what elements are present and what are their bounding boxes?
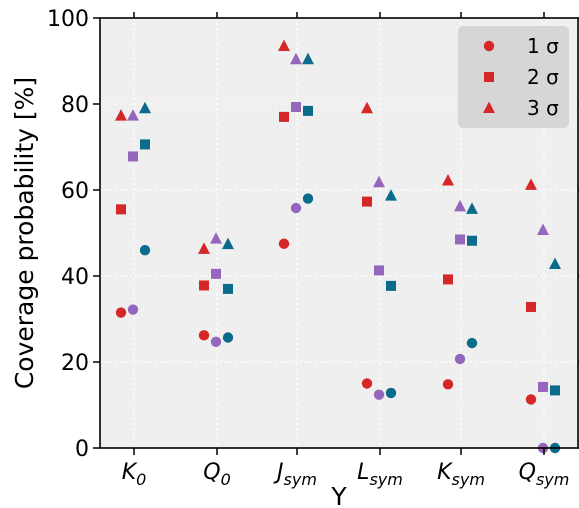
legend-label: 1 σ — [527, 34, 559, 58]
point-circle-series3-cat1 — [139, 245, 151, 256]
point-triangle-series1-cat5 — [442, 174, 454, 186]
point-triangle-series3-cat1 — [139, 101, 151, 114]
legend-marker-circle — [483, 40, 495, 52]
point-triangle-series3-cat2 — [222, 237, 234, 250]
y-tick-label: 20 — [61, 351, 89, 376]
legend: 1 σ 2 σ 3 σ — [458, 26, 569, 128]
point-square-series1-cat4 — [362, 196, 372, 207]
point-square-series1-cat5 — [443, 274, 453, 285]
point-triangle-series3-cat5 — [466, 202, 478, 214]
point-square-series2-cat3 — [291, 102, 301, 113]
point-triangle-series3-cat4 — [385, 189, 397, 201]
x-tick-label: Q0 — [203, 460, 231, 489]
point-triangle-series2-cat6 — [537, 223, 549, 235]
point-triangle-series1-cat2 — [198, 242, 210, 254]
legend-label: 2 σ — [527, 65, 559, 89]
point-square-series1-cat1 — [116, 204, 126, 215]
point-triangle-series1-cat1 — [115, 109, 127, 121]
point-circle-series1-cat2 — [198, 330, 210, 341]
y-tick-label: 80 — [61, 93, 89, 118]
point-triangle-series1-cat6 — [525, 178, 537, 190]
point-circle-series2-cat5 — [454, 353, 466, 365]
point-circle-series3-cat5 — [466, 337, 478, 349]
point-triangle-series3-cat3 — [302, 52, 314, 65]
x-tick-label: Ksym — [437, 460, 485, 489]
y-tick-label: 60 — [61, 179, 89, 204]
legend-box — [458, 26, 569, 128]
point-triangle-series1-cat3 — [278, 39, 290, 51]
x-tick-label: K0 — [122, 460, 147, 489]
point-circle-series1-cat1 — [115, 307, 127, 318]
legend-label: 3 σ — [527, 96, 559, 120]
x-tick-label: Qsym — [519, 460, 570, 489]
point-circle-series1-cat3 — [278, 238, 290, 249]
x-tick-label: Jsym — [273, 460, 317, 489]
point-circle-series1-cat5 — [442, 379, 454, 390]
point-square-series3-cat3 — [303, 105, 313, 116]
x-axis-title: Y — [330, 482, 347, 508]
point-square-series1-cat3 — [279, 111, 289, 122]
point-square-series3-cat4 — [386, 280, 396, 291]
point-square-series1-cat6 — [526, 301, 536, 312]
point-square-series3-cat1 — [140, 139, 150, 150]
point-circle-series1-cat6 — [525, 394, 537, 405]
point-square-series1-cat2 — [199, 280, 209, 291]
point-triangle-series2-cat1 — [127, 109, 139, 121]
point-triangle-series2-cat5 — [454, 199, 466, 212]
point-circle-series3-cat3 — [302, 193, 314, 204]
y-tick-label: 100 — [47, 7, 89, 32]
point-triangle-series1-cat4 — [361, 101, 373, 114]
point-triangle-series3-cat6 — [549, 257, 561, 269]
point-square-series3-cat5 — [467, 235, 477, 246]
y-tick-label: 0 — [75, 437, 89, 462]
point-square-series2-cat2 — [211, 268, 221, 279]
point-circle-series3-cat4 — [385, 387, 397, 399]
point-triangle-series2-cat3 — [290, 52, 302, 65]
point-square-series2-cat1 — [128, 151, 138, 162]
y-axis-title: Coverage probability [%] — [10, 77, 39, 389]
y-tick-label: 40 — [61, 265, 89, 290]
point-square-series2-cat4 — [374, 265, 384, 276]
point-circle-series1-cat4 — [361, 378, 373, 389]
point-circle-series2-cat1 — [127, 304, 139, 315]
point-circle-series3-cat2 — [222, 332, 234, 343]
axis-ticks: 0 20 40 60 80 100 K0 Q0 Jsym Lsym Ksym Qsym — [47, 7, 579, 489]
point-square-series2-cat6 — [538, 381, 548, 392]
point-square-series2-cat5 — [455, 234, 465, 245]
point-triangle-series2-cat4 — [373, 175, 385, 188]
point-circle-series2-cat3 — [290, 202, 302, 214]
x-tick-label: Lsym — [357, 460, 403, 489]
point-square-series3-cat2 — [223, 283, 233, 294]
legend-marker-triangle — [483, 101, 495, 113]
point-triangle-series2-cat2 — [210, 232, 222, 244]
point-square-series3-cat6 — [550, 385, 560, 396]
data-points — [115, 39, 561, 454]
plot-frame — [99, 17, 579, 449]
point-circle-series2-cat4 — [373, 389, 385, 400]
point-circle-series2-cat2 — [210, 336, 222, 347]
legend-marker-square — [484, 72, 494, 82]
